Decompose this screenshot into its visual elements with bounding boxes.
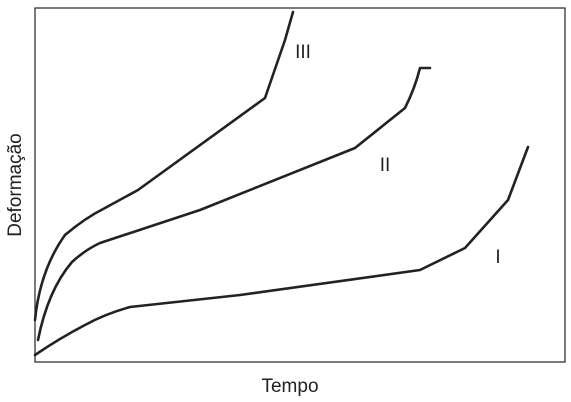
curve-label: III: [295, 42, 311, 63]
curve-label: I: [495, 247, 500, 268]
x-axis-label: Tempo: [261, 376, 318, 397]
curve-iii: [33, 10, 295, 322]
curve-ii: [36, 66, 432, 342]
y-axis-label: Deformação: [5, 133, 26, 237]
plot-frame: [34, 7, 566, 363]
curve-i: [33, 145, 530, 357]
curve-label: II: [380, 155, 391, 176]
